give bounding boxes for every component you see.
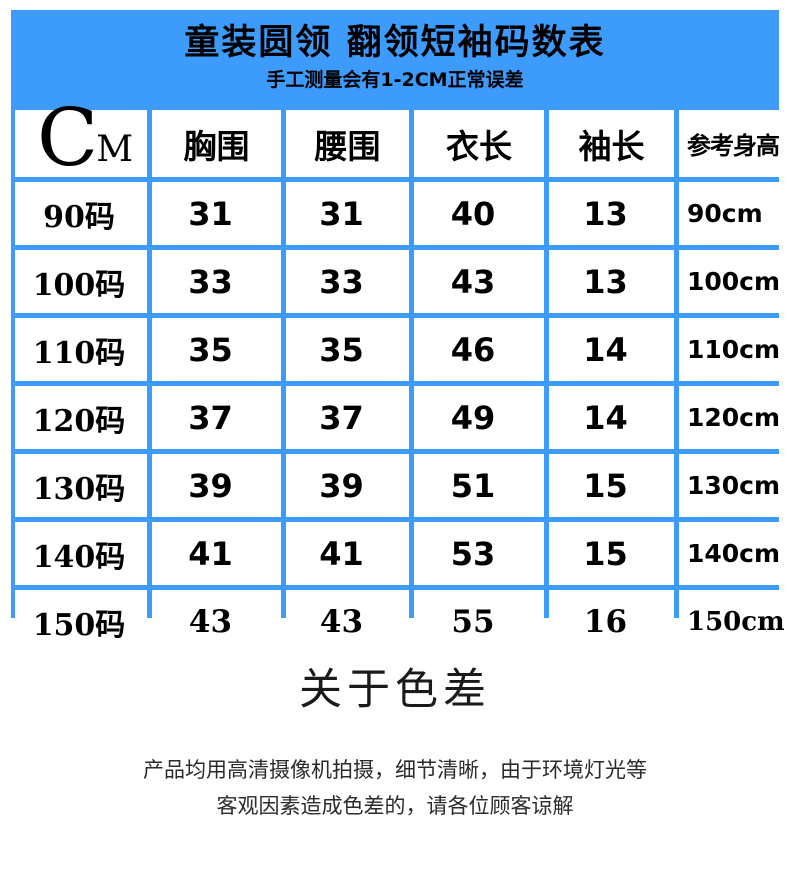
table-cell-chest: 31 bbox=[152, 182, 281, 245]
table-cell-height: 100cm bbox=[679, 250, 790, 313]
table-cell-length: 49 bbox=[414, 386, 544, 449]
page-subtitle: 手工测量会有1-2CM正常误差 bbox=[266, 69, 524, 91]
table-cell-height: 110cm bbox=[679, 318, 790, 381]
table-cell-waist: 31 bbox=[286, 182, 409, 245]
table-cell-length: 55 bbox=[414, 590, 544, 653]
value: 16 bbox=[583, 603, 628, 640]
table-cell-chest: 37 bbox=[152, 386, 281, 449]
table-row: 120码 bbox=[15, 386, 147, 449]
table-cell-chest: 41 bbox=[152, 522, 281, 585]
table-cell-chest: 39 bbox=[152, 454, 281, 517]
table-cell-sleeve: 13 bbox=[549, 182, 674, 245]
table-row: 90码 bbox=[15, 182, 147, 245]
footer-line-1: 产品均用高清摄像机拍摄，细节清晰，由于环境灯光等 bbox=[143, 758, 647, 782]
footer-line-2: 客观因素造成色差的，请各位顾客谅解 bbox=[216, 794, 574, 818]
table-row: 140码 bbox=[15, 522, 147, 585]
value: 43 bbox=[188, 603, 233, 640]
title-block: 童装圆领 翻领短袖码数表 手工测量会有1-2CM正常误差 bbox=[11, 10, 779, 114]
page-title: 童装圆领 翻领短袖码数表 bbox=[184, 23, 606, 63]
table-cell-sleeve: 16 bbox=[549, 590, 674, 653]
table-cell-height: 150cm bbox=[679, 590, 790, 653]
table-cell-sleeve: 14 bbox=[549, 386, 674, 449]
table-header-sleeve: 袖长 bbox=[549, 110, 674, 177]
table-cell-waist: 39 bbox=[286, 454, 409, 517]
table-cell-height: 90cm bbox=[679, 182, 790, 245]
table-header-chest: 胸围 bbox=[152, 110, 281, 177]
table-cell-waist: 37 bbox=[286, 386, 409, 449]
footer-lines: 产品均用高清摄像机拍摄，细节清晰，由于环境灯光等 客观因素造成色差的，请各位顾客… bbox=[0, 718, 790, 824]
table-cell-sleeve: 15 bbox=[549, 522, 674, 585]
table-cell-height: 130cm bbox=[679, 454, 790, 517]
table-cell-chest: 35 bbox=[152, 318, 281, 381]
table-header-length: 衣长 bbox=[414, 110, 544, 177]
table-cell-length: 51 bbox=[414, 454, 544, 517]
table-header-waist: 腰围 bbox=[286, 110, 409, 177]
color-difference-note: 关于色差 产品均用高清摄像机拍摄，细节清晰，由于环境灯光等 客观因素造成色差的，… bbox=[0, 640, 790, 824]
table-cell-sleeve: 15 bbox=[549, 454, 674, 517]
table-cell-length: 53 bbox=[414, 522, 544, 585]
table-cell-waist: 41 bbox=[286, 522, 409, 585]
table-cell-waist: 33 bbox=[286, 250, 409, 313]
table-row: 130码 bbox=[15, 454, 147, 517]
value: 150cm bbox=[687, 606, 785, 637]
table-cell-height: 140cm bbox=[679, 522, 790, 585]
value: 43 bbox=[319, 603, 364, 640]
table-cell-length: 46 bbox=[414, 318, 544, 381]
table-cell-length: 40 bbox=[414, 182, 544, 245]
footer-heading: 关于色差 bbox=[299, 665, 491, 715]
table-row: 150码 bbox=[15, 590, 147, 653]
table-cell-sleeve: 14 bbox=[549, 318, 674, 381]
table-cell-sleeve: 13 bbox=[549, 250, 674, 313]
table-header-reference-height: 参考身高 bbox=[679, 110, 790, 177]
table-cell-waist: 35 bbox=[286, 318, 409, 381]
table-cell-waist: 43 bbox=[286, 590, 409, 653]
value: 55 bbox=[451, 603, 495, 640]
table-row: 100码 bbox=[15, 250, 147, 313]
table-cell-height: 120cm bbox=[679, 386, 790, 449]
table-row: 110码 bbox=[15, 318, 147, 381]
table-cell-chest: 43 bbox=[152, 590, 281, 653]
table-cell-chest: 33 bbox=[152, 250, 281, 313]
table-cell-length: 43 bbox=[414, 250, 544, 313]
unit-letter-m: M bbox=[96, 129, 134, 170]
